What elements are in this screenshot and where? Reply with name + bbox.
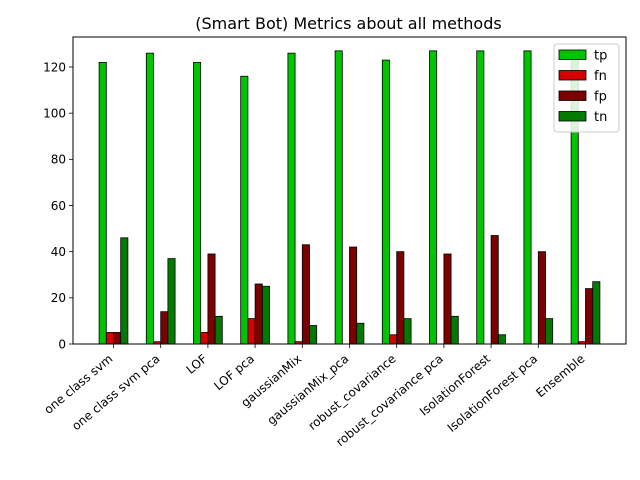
bar-tn-9 [545,318,554,345]
bar-tp-9 [523,50,532,345]
y-tick-label: 0 [58,337,66,351]
y-axis: 0 20 40 60 80 100 120 [43,60,73,351]
bar-tn-1 [167,258,176,345]
legend-box [553,43,620,133]
bar-tp-6 [381,59,390,345]
bar-tn-4 [309,325,318,345]
legend-label-tn: tn [594,110,607,125]
bar-tn-0 [120,237,129,345]
bar-tp-3 [240,75,249,345]
bar-tp-0 [98,61,107,345]
bar-fp-2 [207,253,216,345]
y-tick-label: 100 [43,106,66,120]
bar-fp-4 [301,244,310,345]
legend-label-fp: fp [594,90,607,105]
bar-tn-3 [261,285,270,345]
y-tick-label: 40 [51,245,66,259]
bar-tn-10 [592,281,601,345]
legend-label-tp: tp [594,49,607,64]
y-tick-label: 120 [43,60,66,74]
bar-fp-5 [349,246,358,345]
bar-fp-6 [396,251,405,345]
legend-swatch-tn [558,111,587,122]
bars-group [98,50,601,345]
bar-fp-9 [537,251,546,345]
bar-fp-7 [443,253,452,345]
bar-fn-3 [247,318,256,345]
chart-title: (Smart Bot) Metrics about all methods [195,14,501,33]
bar-tp-8 [476,50,485,345]
plot-frame [72,36,627,345]
legend-label-fn: fn [594,69,607,84]
legend: tp fn fp tn [553,43,620,133]
bar-tn-6 [403,318,412,345]
legend-swatch-fp [558,90,587,101]
bar-fp-8 [490,235,499,345]
bar-fn-2 [200,332,209,345]
bar-fp-0 [113,332,122,345]
y-tick-label: 80 [51,153,66,167]
bar-tp-7 [429,50,438,345]
bar-fp-3 [254,283,263,345]
bar-fp-10 [585,288,594,345]
bar-tn-5 [356,322,365,345]
bar-tp-2 [193,61,202,345]
bar-tn-2 [214,315,223,345]
y-tick-label: 20 [51,291,66,305]
legend-swatch-tp [558,49,587,60]
bar-fn-0 [105,332,114,345]
bar-fp-1 [160,311,169,345]
bar-tp-1 [145,52,154,345]
legend-swatch-fn [558,70,587,81]
bar-fn-6 [389,334,398,345]
bar-tn-8 [497,334,506,345]
bar-tp-4 [287,52,296,345]
y-tick-label: 60 [51,199,66,213]
bar-tn-7 [450,315,459,345]
bar-tp-5 [334,50,343,345]
